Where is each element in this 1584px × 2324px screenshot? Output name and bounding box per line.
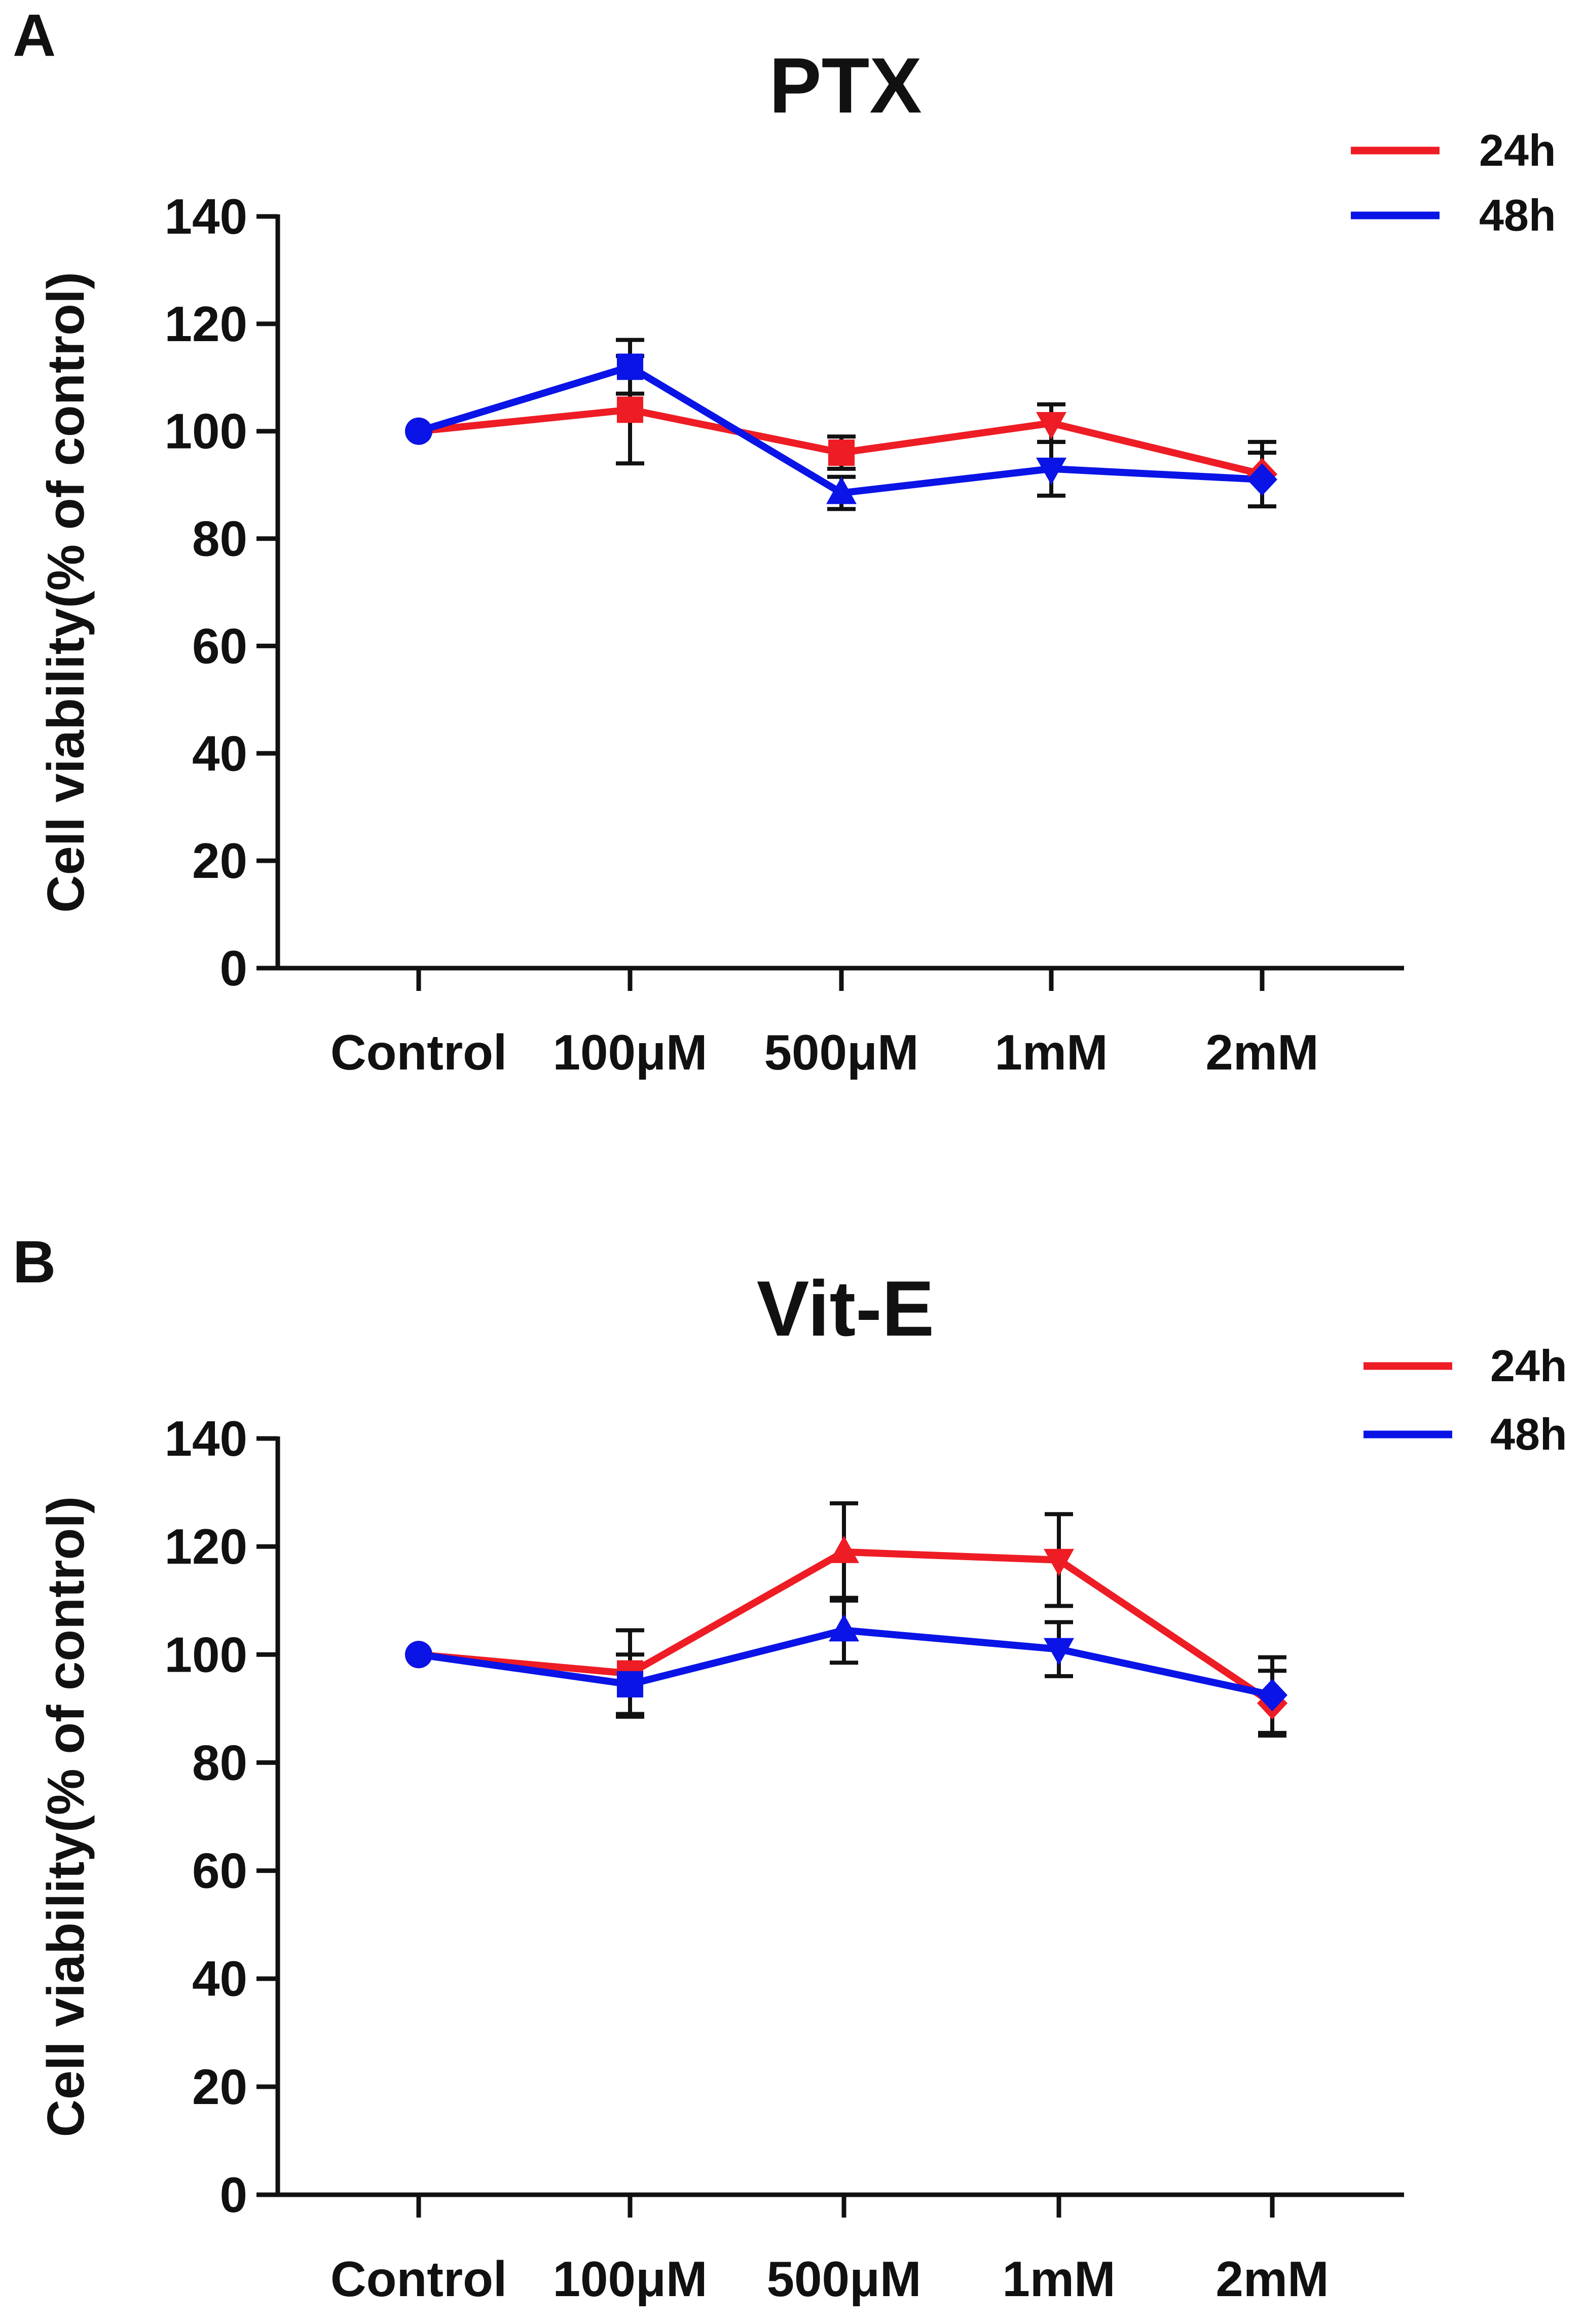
chart-panel-a: A PTX 0 20 40 60 80 100 120 140 Cell viability(% o… (13, 2, 1556, 1080)
data-point-48h (829, 1614, 859, 1642)
panel-label: A (13, 2, 56, 69)
y-tick-label: 140 (164, 189, 247, 244)
x-tick-label: 500μM (764, 1024, 918, 1080)
x-tick-label: Control (330, 1024, 507, 1080)
data-point-48h (1036, 457, 1066, 485)
y-axis-label: Cell viability(% of control) (36, 272, 95, 913)
axes (275, 214, 1404, 971)
y-tick-label: 100 (164, 1627, 247, 1682)
y-tick-label: 40 (192, 1951, 247, 2007)
data-point-24h (829, 1535, 859, 1563)
y-axis-label: Cell viability(% of control) (36, 1496, 95, 2137)
data-point-24h (617, 396, 643, 423)
data-point-48h (405, 417, 432, 445)
y-tick-label: 80 (192, 1735, 247, 1790)
data-point-48h (617, 353, 643, 380)
x-tick-label: 2mM (1205, 1024, 1318, 1080)
legend-label-24h: 24h (1479, 125, 1556, 175)
data-point-24h (1036, 412, 1066, 439)
y-tick-label: 20 (192, 833, 247, 889)
x-tick-label: Control (330, 2251, 507, 2307)
data-point-48h (1257, 1679, 1287, 1712)
chart-panel-b: B Vit-E 0 20 40 60 80 100 120 140 Cell viability(%… (13, 1229, 1567, 2307)
legend-label-48h: 48h (1490, 1409, 1567, 1459)
panel-label: B (13, 1229, 56, 1296)
y-tick-label: 120 (164, 296, 247, 352)
y-tick-label: 120 (164, 1519, 247, 1574)
y-tick-label: 100 (164, 403, 247, 459)
chart-title: PTX (769, 42, 922, 129)
x-tick-label: 1mM (994, 1024, 1108, 1080)
data-point-48h (1247, 463, 1277, 496)
legend-label-24h: 24h (1490, 1341, 1567, 1391)
axes (275, 1436, 1404, 2197)
x-tick-label: 2mM (1215, 2251, 1329, 2307)
data-point-24h (828, 439, 855, 466)
data-point-24h (1044, 1548, 1074, 1576)
data-point-48h (617, 1671, 643, 1698)
x-tick-label: 100μM (552, 1024, 707, 1080)
x-tick-label: 100μM (552, 2251, 707, 2307)
y-tick-label: 80 (192, 511, 247, 567)
legend-label-48h: 48h (1479, 190, 1556, 240)
y-tick-label: 0 (219, 2167, 247, 2223)
data-point-48h (405, 1641, 432, 1669)
y-tick-label: 60 (192, 1843, 247, 1899)
y-tick-label: 40 (192, 725, 247, 781)
y-tick-label: 60 (192, 618, 247, 674)
x-tick-label: 500μM (766, 2251, 921, 2307)
y-tick-label: 20 (192, 2059, 247, 2115)
data-point-48h (826, 476, 857, 504)
series-line-48h (415, 363, 1266, 497)
data-point-48h (1044, 1638, 1074, 1666)
y-tick-label: 140 (164, 1411, 247, 1466)
y-tick-label: 0 (219, 940, 247, 996)
x-tick-label: 1mM (1002, 2251, 1115, 2307)
chart-title: Vit-E (757, 1265, 934, 1352)
